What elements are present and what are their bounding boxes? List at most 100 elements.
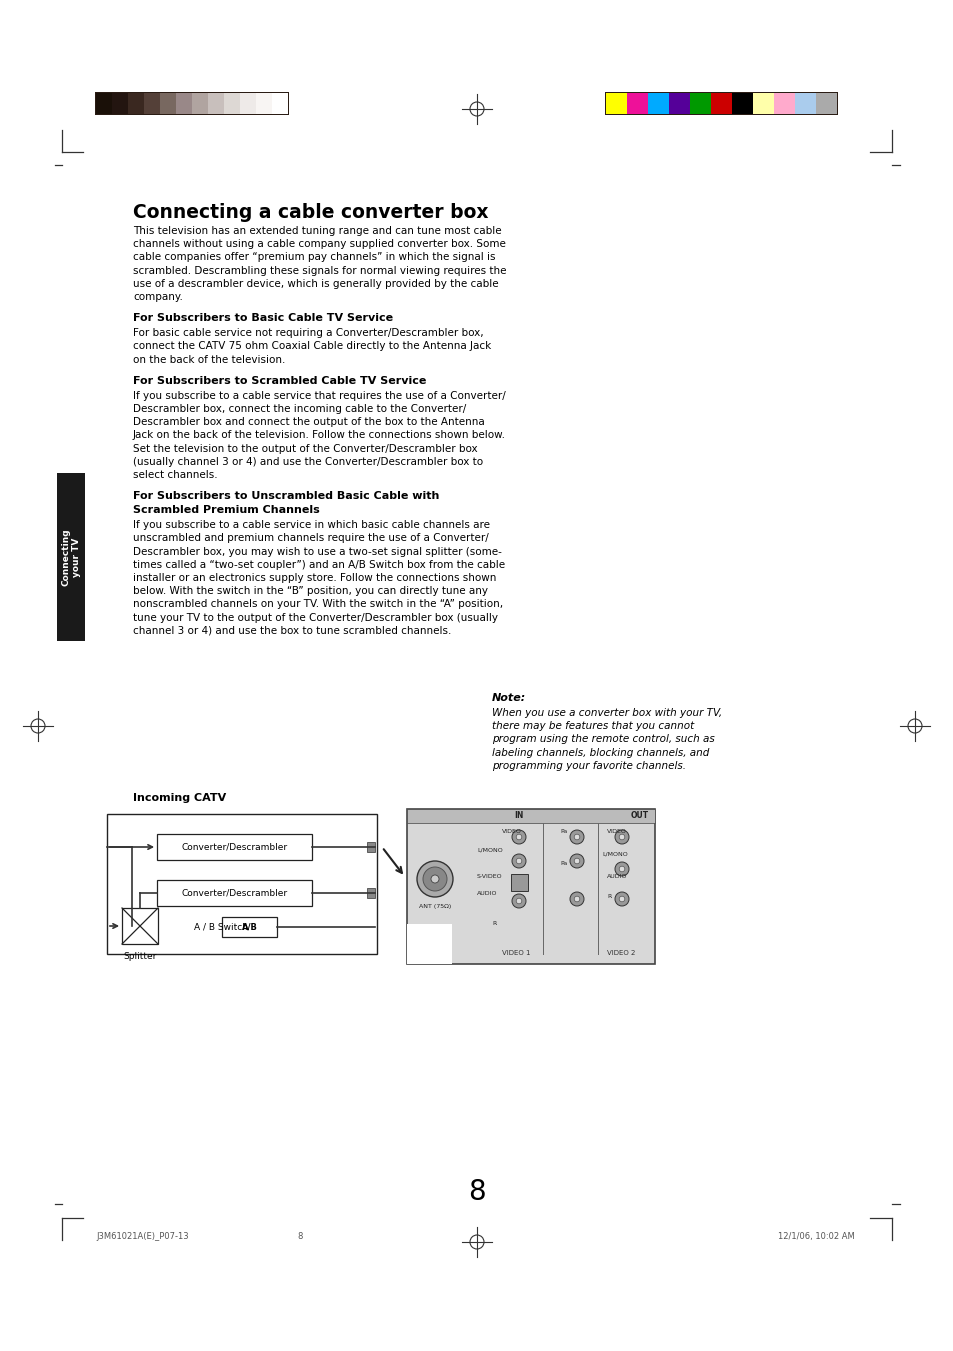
Bar [192,93,208,113]
Bar [157,834,312,861]
Circle shape [416,861,453,897]
Text: R: R [492,921,496,925]
Bar [689,93,710,113]
Bar [96,93,112,113]
Bar [160,93,175,113]
Bar [647,93,668,113]
Text: Converter/Descrambler: Converter/Descrambler [181,889,287,897]
Text: VIDEO: VIDEO [606,830,626,834]
Circle shape [569,854,583,867]
Text: programming your favorite channels.: programming your favorite channels. [492,761,685,771]
Text: below. With the switch in the “B” position, you can directly tune any: below. With the switch in the “B” positi… [132,586,488,596]
Text: on the back of the television.: on the back of the television. [132,354,285,365]
Text: Connecting
your TV: Connecting your TV [61,528,81,586]
Text: For Subscribers to Unscrambled Basic Cable with: For Subscribers to Unscrambled Basic Cab… [132,492,439,501]
Text: 12/1/06, 10:02 AM: 12/1/06, 10:02 AM [778,1232,854,1242]
Text: there may be features that you cannot: there may be features that you cannot [492,721,694,731]
Bar [815,93,836,113]
Text: Descrambler box, you may wish to use a two-set signal splitter (some-: Descrambler box, you may wish to use a t… [132,547,501,557]
Circle shape [516,898,521,904]
Text: (usually channel 3 or 4) and use the Converter/Descrambler box to: (usually channel 3 or 4) and use the Con… [132,457,482,467]
Text: R: R [606,894,611,898]
Text: J3M61021A(E)_P07-13: J3M61021A(E)_P07-13 [96,1232,189,1242]
Bar [95,92,289,115]
Bar [773,93,794,113]
Text: Converter/Descrambler: Converter/Descrambler [181,843,287,851]
Text: program using the remote control, such as: program using the remote control, such a… [492,735,714,744]
Bar [511,874,527,892]
Circle shape [615,862,628,875]
Circle shape [574,858,579,863]
Text: labeling channels, blocking channels, and: labeling channels, blocking channels, an… [492,747,709,758]
Bar [175,93,192,113]
Text: Splitter: Splitter [123,952,156,961]
Bar [605,93,626,113]
Circle shape [569,830,583,844]
Bar [407,924,452,965]
Text: When you use a converter box with your TV,: When you use a converter box with your T… [492,708,721,717]
Circle shape [615,830,628,844]
Text: Descrambler box, connect the incoming cable to the Converter/: Descrambler box, connect the incoming ca… [132,404,466,413]
Bar [604,92,837,115]
Text: Pa: Pa [559,861,567,866]
Bar [367,842,375,852]
Bar [752,93,773,113]
Text: tune your TV to the output of the Converter/Descrambler box (usually: tune your TV to the output of the Conver… [132,612,497,623]
Text: nonscrambled channels on your TV. With the switch in the “A” position,: nonscrambled channels on your TV. With t… [132,600,502,609]
Circle shape [512,854,525,867]
Text: IN: IN [514,812,523,820]
Bar [794,93,815,113]
Circle shape [618,866,624,871]
Text: If you subscribe to a cable service in which basic cable channels are: If you subscribe to a cable service in w… [132,520,490,530]
Bar [255,93,272,113]
Text: For Subscribers to Basic Cable TV Service: For Subscribers to Basic Cable TV Servic… [132,313,393,323]
Text: AUDIO: AUDIO [476,892,497,896]
Text: A / B Switch: A / B Switch [193,923,248,931]
Circle shape [569,892,583,907]
Bar [626,93,647,113]
Text: L/MONO: L/MONO [601,851,627,857]
Text: Jack on the back of the television. Follow the connections shown below.: Jack on the back of the television. Foll… [132,431,505,440]
Bar [240,93,255,113]
Text: unscrambled and premium channels require the use of a Converter/: unscrambled and premium channels require… [132,534,488,543]
Bar [157,880,312,907]
Bar [128,93,144,113]
Bar [272,93,288,113]
Text: company.: company. [132,292,183,303]
Text: connect the CATV 75 ohm Coaxial Cable directly to the Antenna Jack: connect the CATV 75 ohm Coaxial Cable di… [132,342,491,351]
Circle shape [574,896,579,902]
Text: Note:: Note: [492,693,526,703]
Circle shape [431,875,438,884]
Circle shape [574,834,579,840]
Bar [208,93,224,113]
Text: times called a “two-set coupler”) and an A/B Switch box from the cable: times called a “two-set coupler”) and an… [132,559,504,570]
Circle shape [512,830,525,844]
Bar [407,809,655,823]
Bar [224,93,240,113]
Bar [107,815,376,954]
Text: cable companies offer “premium pay channels” in which the signal is: cable companies offer “premium pay chann… [132,253,495,262]
Circle shape [516,834,521,840]
Text: VIDEO 2: VIDEO 2 [606,950,635,957]
Text: scrambled. Descrambling these signals for normal viewing requires the: scrambled. Descrambling these signals fo… [132,266,506,276]
Bar [144,93,160,113]
Text: channel 3 or 4) and use the box to tune scrambled channels.: channel 3 or 4) and use the box to tune … [132,626,451,636]
Circle shape [615,892,628,907]
Circle shape [516,858,521,863]
Bar [222,917,276,938]
Text: Descrambler box and connect the output of the box to the Antenna: Descrambler box and connect the output o… [132,417,484,427]
Text: OUT: OUT [630,812,648,820]
Text: For basic cable service not requiring a Converter/Descrambler box,: For basic cable service not requiring a … [132,328,483,338]
Text: Connecting a cable converter box: Connecting a cable converter box [132,203,488,222]
Circle shape [422,867,447,892]
Bar [668,93,689,113]
Circle shape [618,896,624,902]
Text: 8: 8 [468,1178,485,1206]
Text: VIDEO: VIDEO [501,830,521,834]
Text: VIDEO 1: VIDEO 1 [501,950,530,957]
Bar [112,93,128,113]
Text: channels without using a cable company supplied converter box. Some: channels without using a cable company s… [132,239,505,249]
Text: 8: 8 [297,1232,302,1242]
Text: This television has an extended tuning range and can tune most cable: This television has an extended tuning r… [132,226,501,236]
Text: select channels.: select channels. [132,470,217,480]
